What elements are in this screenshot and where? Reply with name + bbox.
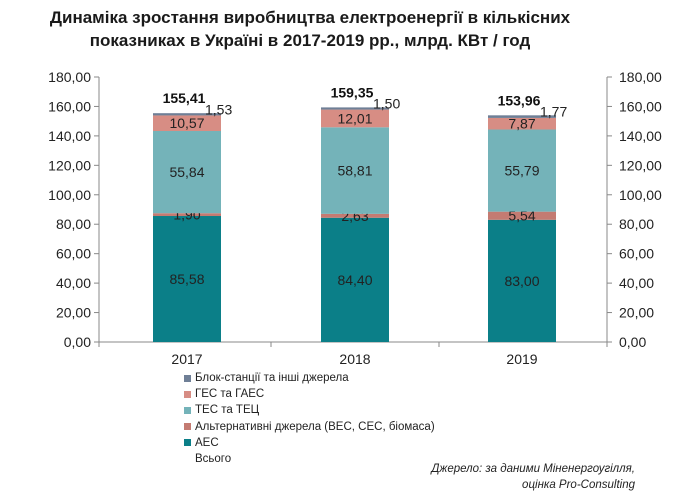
bar-segment-гес-та-гаес-2017 xyxy=(153,115,221,132)
legend-label: Всього xyxy=(195,452,232,465)
total-label-2019: 153,96 xyxy=(498,92,541,108)
left-y-tick-label: 20,00 xyxy=(56,305,91,321)
bar-segment-тес-та-тец-2018 xyxy=(321,127,389,214)
data-label-аес-2018: 84,40 xyxy=(337,272,372,288)
right-y-tick-label: 160,00 xyxy=(619,98,662,114)
bar-segment-альтернативні-джерела-вес-сес-біомаса-2017 xyxy=(153,213,221,217)
x-tick-label-2017: 2017 xyxy=(171,351,202,367)
legend-label: Блок-станції та інші джерела xyxy=(195,372,349,384)
bar-segment-блок-станції-та-інші-джерела-2019 xyxy=(488,115,556,118)
legend-item-гес-та-гаес: ГЕС та ГАЕС xyxy=(184,386,435,402)
legend-swatch xyxy=(184,406,191,414)
right-y-tick-label: 0,00 xyxy=(619,334,646,350)
bar-segment-аес-2017 xyxy=(153,216,221,342)
bar-segment-гес-та-гаес-2019 xyxy=(488,117,556,130)
legend-label: АЕС xyxy=(195,436,219,449)
right-y-tick-label: 180,00 xyxy=(619,69,662,85)
legend-label: Альтернативні джерела (ВЕС, СЕС, біомаса… xyxy=(195,420,435,433)
legend-swatch xyxy=(184,390,191,398)
right-y-tick-label: 60,00 xyxy=(619,246,654,262)
chart-title: Динаміка зростання виробництва електроен… xyxy=(0,6,620,52)
bar-segment-аес-2019 xyxy=(488,219,556,342)
data-label-гес-та-гаес-2017: 10,57 xyxy=(169,115,204,131)
data-label-тес-та-тец-2019: 55,79 xyxy=(504,163,539,179)
legend-item-всього: Всього xyxy=(184,451,435,467)
bar-segment-блок-станції-та-інші-джерела-2017 xyxy=(153,113,221,116)
total-label-2018: 159,35 xyxy=(331,84,374,100)
total-label-2017: 155,41 xyxy=(163,90,206,106)
bar-segment-блок-станції-та-інші-джерела-2018 xyxy=(321,107,389,110)
bar-segment-альтернативні-джерела-вес-сес-біомаса-2019 xyxy=(488,211,556,220)
left-y-tick-label: 160,00 xyxy=(48,98,91,114)
data-label-аес-2019: 83,00 xyxy=(504,273,539,289)
source-line2: оцінка Pro-Consulting xyxy=(522,478,635,491)
stacked-bar-chart: 0,00 0,00 20,00 20,00 40,00 40,00 60,00 60,00 80… xyxy=(48,69,662,367)
legend-label: ГЕС та ГАЕС xyxy=(195,388,265,401)
bar-segment-гес-та-гаес-2018 xyxy=(321,109,389,128)
right-y-tick-label: 100,00 xyxy=(619,187,662,203)
right-y-tick-label: 80,00 xyxy=(619,216,654,232)
data-label-тес-та-тец-2017: 55,84 xyxy=(169,164,204,180)
chart-title-line2: показниках в Україні в 2017-2019 рр., мл… xyxy=(89,31,531,50)
data-label-аес-2017: 85,58 xyxy=(169,271,204,287)
left-y-tick-label: 0,00 xyxy=(64,334,91,350)
legend-item-блок-станції-та-інші-джерела: Блок-станції та інші джерела xyxy=(184,370,435,386)
legend-label: ТЕС та ТЕЦ xyxy=(195,404,260,417)
chart-title-line1: Динаміка зростання виробництва електроен… xyxy=(49,8,571,27)
left-y-tick-label: 40,00 xyxy=(56,275,91,291)
right-y-tick-label: 140,00 xyxy=(619,128,662,144)
data-label-блок-станції-та-інші-джерела-2018: 1,50 xyxy=(373,96,400,112)
data-label-тес-та-тец-2018: 58,81 xyxy=(337,163,372,179)
right-y-tick-label: 40,00 xyxy=(619,275,654,291)
bar-segment-альтернативні-джерела-вес-сес-біомаса-2018 xyxy=(321,213,389,218)
x-tick-label-2018: 2018 xyxy=(339,351,370,367)
legend-item-тес-та-тец: ТЕС та ТЕЦ xyxy=(184,402,435,418)
source-line1: Джерело: за даними Міненергоугілля, xyxy=(431,463,635,475)
left-y-tick-label: 120,00 xyxy=(48,157,91,173)
legend-swatch xyxy=(184,439,191,447)
x-tick-label-2019: 2019 xyxy=(506,351,537,367)
left-y-tick-label: 80,00 xyxy=(56,216,91,232)
source-note: Джерело: за даними Міненергоугілля, оцін… xyxy=(431,462,635,493)
right-y-tick-label: 20,00 xyxy=(619,305,654,321)
data-label-блок-станції-та-інші-джерела-2017: 1,53 xyxy=(205,101,232,117)
data-label-альтернативні-джерела-вес-сес-біомаса-2019: 5,54 xyxy=(508,208,535,224)
left-y-tick-label: 180,00 xyxy=(48,69,91,85)
left-y-tick-label: 140,00 xyxy=(48,128,91,144)
right-y-tick-label: 120,00 xyxy=(619,157,662,173)
bar-segment-тес-та-тец-2019 xyxy=(488,129,556,212)
bar-segment-аес-2018 xyxy=(321,217,389,342)
legend-swatch xyxy=(184,423,191,431)
data-label-гес-та-гаес-2018: 12,01 xyxy=(337,110,372,126)
left-y-tick-label: 60,00 xyxy=(56,246,91,262)
bar-segment-тес-та-тец-2017 xyxy=(153,131,221,214)
chart-legend: Блок-станції та інші джерела ГЕС та ГАЕС Т… xyxy=(184,370,435,467)
legend-item-альтернативні-джерела-вес-сес-біомаса: Альтернативні джерела (ВЕС, СЕС, біомаса… xyxy=(184,419,435,435)
legend-swatch xyxy=(184,374,191,382)
data-label-блок-станції-та-інші-джерела-2019: 1,77 xyxy=(540,104,567,120)
data-label-гес-та-гаес-2019: 7,87 xyxy=(508,116,535,132)
legend-item-аес: АЕС xyxy=(184,435,435,451)
left-y-tick-label: 100,00 xyxy=(48,187,91,203)
